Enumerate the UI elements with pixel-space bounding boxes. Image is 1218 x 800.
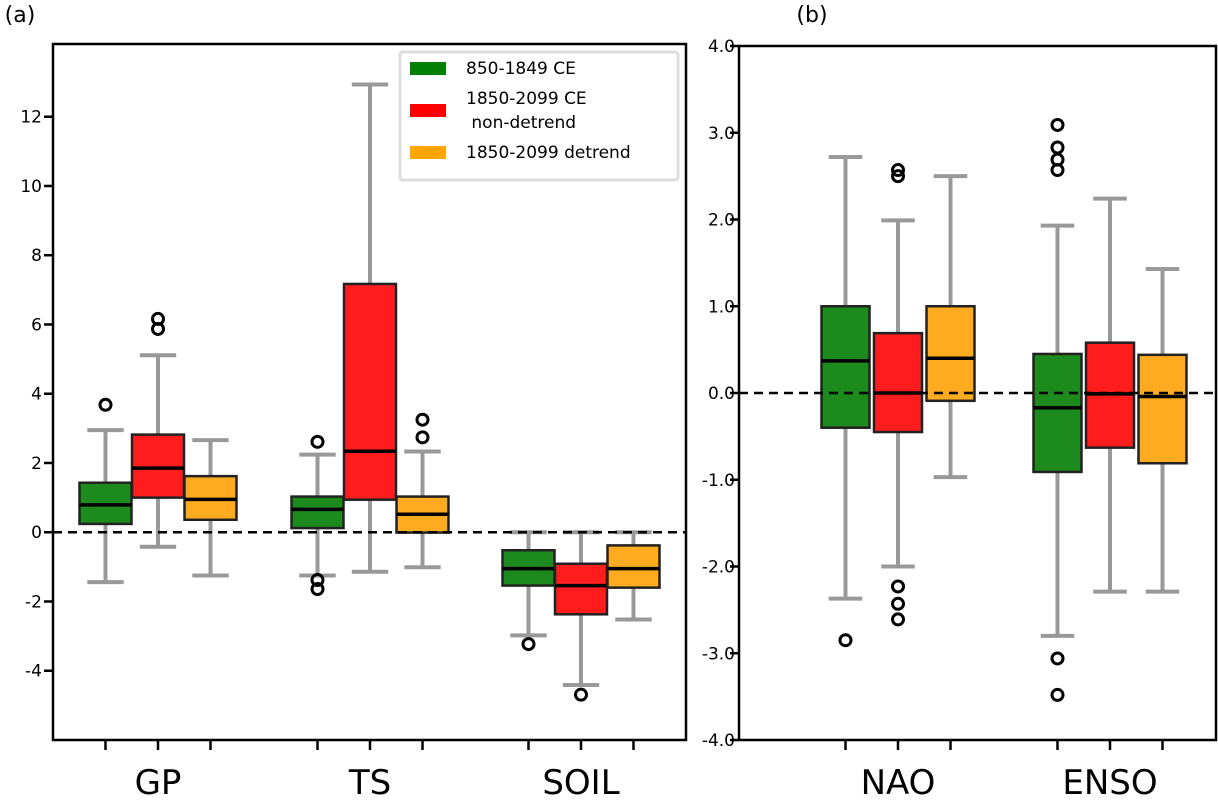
box: [553, 562, 609, 616]
outlier-point: [1050, 651, 1065, 666]
outlier-point: [310, 582, 325, 597]
y-tick-label: 6: [31, 315, 42, 335]
box-gp-series-2: [183, 438, 238, 578]
box: [820, 305, 871, 429]
outlier-point: [310, 573, 325, 588]
category-label-gp: GP: [135, 763, 182, 800]
y-tick-label: 1.0: [708, 297, 735, 317]
box: [872, 331, 924, 434]
outlier-point: [1050, 687, 1065, 702]
box-ts-series-1: [342, 82, 398, 574]
y-tick-label: 4.0: [708, 37, 735, 57]
panel-a: (a) -4 -2 0 2 4 6 8 10 12 GP TS SOIL 850-1849 CE 1850-…: [5, 3, 688, 800]
y-tick-label: -4: [25, 662, 42, 682]
y-tick-label: 8: [31, 246, 42, 266]
y-tick-label: 3.0: [708, 124, 735, 144]
outlier-point: [98, 397, 113, 412]
legend-item: 850-1849 CE: [410, 59, 576, 79]
outlier-point: [891, 579, 905, 594]
box: [1137, 353, 1188, 465]
outlier-point: [574, 687, 588, 702]
box-soil-series-1: [553, 530, 609, 702]
category-label-ts: TS: [348, 763, 391, 800]
box: [130, 433, 186, 499]
y-tick-label: 0: [31, 523, 42, 543]
legend-label: non-detrend: [466, 113, 576, 133]
y-tick-label: -4.0: [702, 731, 735, 751]
y-tick-label: 2: [31, 454, 42, 474]
box-enso-series-2: [1137, 266, 1188, 594]
y-tick-label: 2.0: [708, 211, 735, 231]
outlier-point: [521, 637, 536, 652]
box: [342, 282, 398, 501]
y-tick-label: -2.0: [702, 558, 735, 578]
outlier-point: [415, 412, 430, 427]
outlier-point: [1050, 140, 1065, 155]
box-soil-series-2: [606, 530, 661, 622]
y-tick-label: -1.0: [702, 471, 735, 491]
outlier-point: [415, 430, 430, 445]
outlier-point: [891, 169, 905, 184]
box: [925, 305, 976, 403]
outlier-point: [151, 321, 165, 336]
y-tick-label: 0.0: [708, 384, 735, 404]
box-enso-series-1: [1084, 196, 1136, 594]
panel-label: (b): [796, 3, 827, 28]
box: [290, 495, 345, 530]
legend-item: 1850-2099 CE non-detrend: [410, 89, 587, 133]
box-enso-series-0: [1032, 117, 1083, 702]
category-label-soil: SOIL: [542, 763, 619, 800]
box: [1032, 352, 1083, 474]
category-label-enso: ENSO: [1062, 763, 1157, 800]
legend-item: 1850-2099 detrend: [410, 143, 631, 163]
outlier-point: [1050, 163, 1065, 178]
legend-label: 1850-2099 CE: [466, 89, 587, 109]
box-gp-series-1: [130, 311, 186, 549]
outlier-point: [310, 434, 325, 449]
box-ts-series-0: [290, 434, 345, 597]
box-nao-series-1: [872, 163, 924, 627]
outlier-point: [891, 596, 905, 611]
outlier-point: [1050, 117, 1065, 132]
y-tick-label: 10: [20, 177, 42, 197]
category-label-nao: NAO: [861, 763, 936, 800]
legend-swatch: [410, 146, 446, 159]
legend-label: 850-1849 CE: [466, 59, 576, 79]
box: [606, 544, 661, 589]
axes-frame: [51, 42, 688, 742]
outlier-point: [891, 163, 905, 178]
legend-label: 1850-2099 detrend: [466, 143, 631, 163]
y-tick-label: 4: [31, 385, 42, 405]
box-ts-series-2: [395, 412, 450, 570]
legend-swatch: [410, 62, 446, 75]
panel-label: (a): [5, 3, 36, 28]
y-tick-label: 12: [20, 108, 42, 128]
legend-swatch: [410, 104, 446, 117]
box-nao-series-2: [925, 174, 976, 480]
box-soil-series-0: [501, 530, 556, 652]
y-tick-label: -3.0: [702, 644, 735, 664]
panel-b: (b) -4.0 -3.0 -2.0 -1.0 0.0 1.0 2.0 3.0 4.0 NAO ENS…: [702, 3, 1218, 800]
y-tick-label: -2: [25, 592, 42, 612]
box-gp-series-0: [78, 397, 133, 585]
outlier-point: [838, 633, 853, 648]
axes-frame: [737, 44, 1218, 742]
outlier-point: [891, 612, 905, 627]
legend-frame: [398, 50, 680, 182]
box-nao-series-0: [820, 155, 871, 648]
